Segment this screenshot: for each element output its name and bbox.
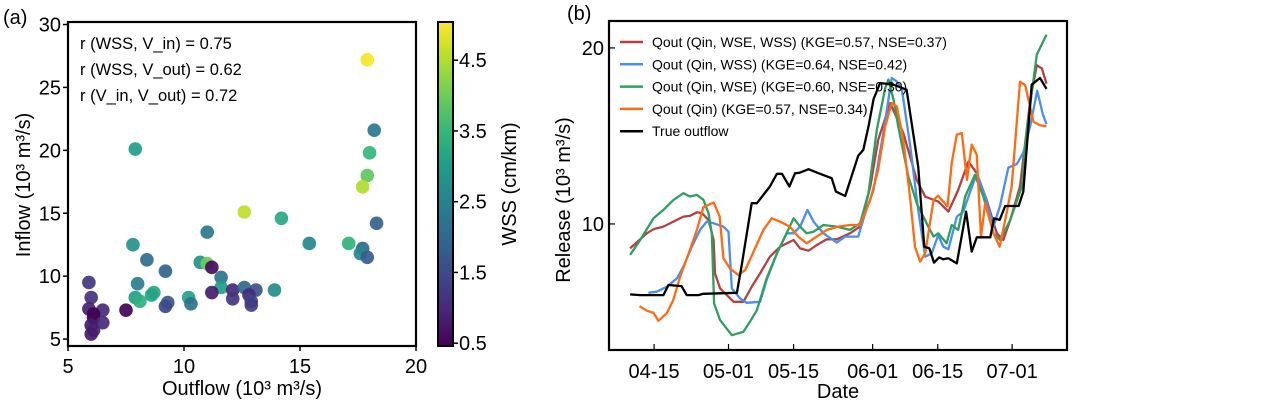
- scatter-point: [360, 52, 375, 67]
- line-y-label: Release (10³ m³/s): [553, 117, 575, 283]
- line-ticks: 04-15 05-01 05-15 06-01 06-15 07-01 10 20: [582, 38, 1038, 383]
- series-line-4: [630, 76, 1048, 297]
- annotation-r-wss-vout: r (WSS, V_out) = 0.62: [80, 61, 242, 79]
- scatter-point: [341, 236, 356, 251]
- x-tick-label: 05-15: [768, 361, 819, 383]
- scatter-point: [302, 236, 317, 251]
- scatter-point: [82, 275, 96, 290]
- scatter-point: [274, 211, 289, 226]
- scatter-point: [267, 283, 282, 297]
- scatter-point: [126, 237, 140, 252]
- scatter-ticks: 5 10 15 20 5 10 15 20 25 30: [39, 15, 427, 378]
- x-tick-label: 04-15: [629, 361, 680, 383]
- scatter-point: [225, 292, 240, 306]
- scatter-point: [360, 168, 375, 183]
- colorbar-tick-label: 0.5: [459, 333, 487, 355]
- scatter-point: [355, 180, 370, 194]
- legend-entry: Qout (Qin, WSS) (KGE=0.64, NSE=0.42): [652, 56, 907, 72]
- x-tick-label: 07-01: [987, 361, 1038, 383]
- colorbar-ticks: 0.5 1.5 2.5 3.5 4.5: [453, 50, 487, 355]
- scatter-y-label: Inflow (10³ m³/s): [13, 113, 35, 257]
- scatter-points: [82, 52, 384, 341]
- colorbar-tick-label: 4.5: [459, 50, 487, 72]
- annotation-r-wss-vin: r (WSS, V_in) = 0.75: [80, 35, 232, 53]
- scatter-x-label: Outflow (10³ m³/s): [162, 378, 322, 400]
- y-tick-label: 10: [582, 214, 604, 236]
- line-x-label: Date: [817, 381, 859, 402]
- scatter-panel: (a) 5 10 15 20 5 10 15 20 25 30 r (WSS, V_in) = 0…: [3, 7, 521, 400]
- y-tick-label: 25: [39, 77, 61, 99]
- colorbar-tick-label: 1.5: [459, 262, 487, 284]
- colorbar-label: WSS (cm/km): [499, 122, 521, 245]
- scatter-point: [200, 225, 214, 239]
- y-tick-label: 5: [50, 329, 61, 351]
- scatter-point: [369, 216, 384, 231]
- line-panel: (b) 04-15 05-01 05-15 06-01 06-15 07-01 10 20 Q…: [553, 3, 1069, 402]
- y-tick-label: 20: [39, 140, 61, 162]
- scatter-axes-frame: [66, 20, 418, 348]
- scatter-point: [144, 288, 159, 302]
- scatter-point: [133, 294, 147, 309]
- scatter-point: [158, 299, 173, 314]
- release-lines: [629, 34, 1048, 337]
- legend-entry: Qout (Qin, WSE, WSS) (KGE=0.57, NSE=0.37…: [652, 34, 947, 50]
- legend-entry: Qout (Qin) (KGE=0.57, NSE=0.34): [652, 101, 868, 117]
- scatter-point: [205, 285, 219, 300]
- scatter-point: [130, 276, 145, 291]
- x-tick-label: 5: [62, 356, 73, 378]
- line-axes-frame: [607, 19, 1069, 352]
- legend: Qout (Qin, WSE, WSS) (KGE=0.57, NSE=0.37…: [620, 34, 947, 139]
- x-tick-label: 15: [289, 356, 311, 378]
- x-tick-label: 05-01: [703, 361, 754, 383]
- legend-entry: Qout (Qin, WSE) (KGE=0.60, NSE=0.30): [652, 79, 907, 95]
- scatter-point: [119, 303, 133, 317]
- scatter-point: [84, 290, 98, 305]
- scatter-point: [362, 146, 377, 160]
- scatter-point: [128, 142, 143, 156]
- scatter-point: [184, 297, 198, 311]
- scatter-point: [96, 315, 110, 330]
- scatter-point: [158, 264, 173, 278]
- x-tick-label: 06-01: [847, 361, 898, 383]
- panel-label-b: (b): [567, 3, 591, 25]
- series-line-3: [638, 80, 1047, 322]
- y-tick-label: 20: [582, 38, 604, 60]
- scatter-point: [140, 253, 154, 267]
- panel-label-a: (a): [3, 7, 27, 29]
- scatter-point: [360, 250, 375, 265]
- y-tick-label: 10: [39, 266, 61, 288]
- y-tick-label: 15: [39, 203, 61, 225]
- colorbar: [437, 21, 454, 347]
- legend-entry: True outflow: [652, 123, 729, 139]
- scatter-point: [237, 205, 252, 219]
- colorbar-tick-label: 3.5: [459, 121, 487, 143]
- scatter-point: [214, 270, 228, 285]
- scatter-point: [84, 327, 98, 341]
- x-tick-label: 10: [173, 356, 195, 378]
- colorbar-tick-label: 2.5: [459, 192, 487, 214]
- scatter-point: [367, 123, 382, 138]
- annotation-r-vin-vout: r (V_in, V_out) = 0.72: [80, 87, 237, 105]
- x-tick-label: 06-15: [912, 361, 963, 383]
- scatter-point: [205, 260, 219, 275]
- x-tick-label: 20: [405, 356, 427, 378]
- scatter-point: [244, 298, 259, 312]
- y-tick-label: 30: [39, 15, 61, 37]
